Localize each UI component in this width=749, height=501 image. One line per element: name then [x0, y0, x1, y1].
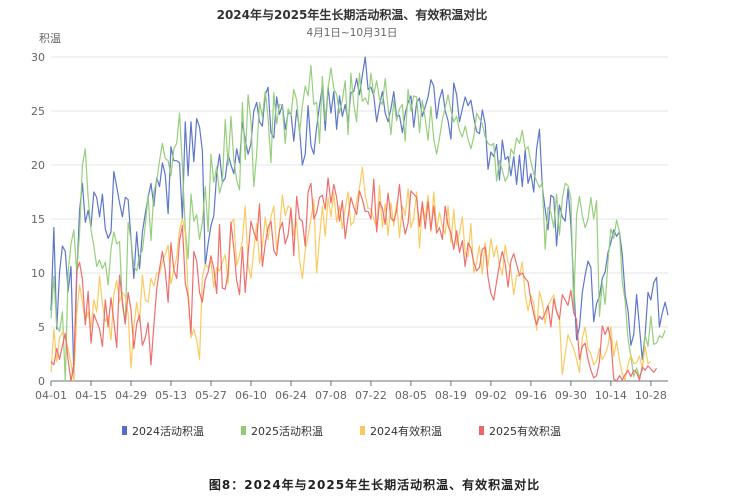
chart-subtitle: 4月1日~10月31日 — [307, 27, 398, 39]
series-line-4 — [50, 177, 658, 382]
legend-label: 2025活动积温 — [251, 425, 323, 438]
legend-item-3[interactable]: 2024有效积温 — [360, 424, 442, 438]
y-tick-label: 0 — [38, 375, 45, 388]
chart-title: 2024年与2025年生长期活动积温、有效积温对比 — [217, 7, 488, 22]
legend-swatch — [360, 426, 365, 435]
x-tick-label: 08-19 — [435, 389, 467, 402]
series-line-1 — [50, 56, 669, 377]
legend-label: 2024活动积温 — [132, 425, 204, 438]
y-tick-label: 5 — [38, 321, 45, 334]
x-tick-label: 10-14 — [595, 389, 627, 402]
y-tick-label: 20 — [31, 159, 45, 172]
x-tick-label: 06-10 — [235, 389, 267, 402]
figure-caption: 图8：2024年与2025年生长期活动积温、有效积温对比 — [208, 478, 541, 492]
legend-item-4[interactable]: 2025有效积温 — [479, 424, 561, 438]
x-tick-label: 09-16 — [515, 389, 547, 402]
series-line-2 — [50, 65, 666, 382]
series-lines — [50, 56, 669, 382]
x-tick-label: 07-08 — [315, 389, 347, 402]
x-tick-label: 05-27 — [195, 389, 227, 402]
legend-item-2[interactable]: 2025活动积温 — [241, 425, 323, 438]
x-tick-label: 08-05 — [395, 389, 427, 402]
y-axis-ticks: 0 5 10 15 20 25 30 — [31, 51, 45, 388]
x-tick-label: 04-29 — [115, 389, 147, 402]
line-chart: 2024年与2025年生长期活动积温、有效积温对比 4月1日~10月31日 积温… — [31, 7, 669, 438]
y-axis-name: 积温 — [39, 32, 61, 45]
x-tick-label: 04-15 — [75, 389, 107, 402]
y-tick-label: 10 — [31, 267, 45, 280]
y-tick-label: 30 — [31, 51, 45, 64]
legend-swatch — [241, 426, 246, 435]
x-tick-label: 06-24 — [275, 389, 307, 402]
x-tick-label: 09-30 — [555, 389, 587, 402]
x-tick-label: 07-22 — [355, 389, 387, 402]
grid — [51, 56, 668, 328]
x-tick-label: 05-13 — [155, 389, 187, 402]
y-tick-label: 15 — [31, 213, 45, 226]
y-tick-label: 25 — [31, 105, 45, 118]
x-tick-label: 09-02 — [475, 389, 507, 402]
legend-item-1[interactable]: 2024活动积温 — [122, 425, 204, 438]
legend[interactable]: 2024活动积温 2025活动积温 2024有效积温 2025有效积温 — [122, 424, 561, 438]
x-tick-label: 10-28 — [635, 389, 667, 402]
legend-label: 2024有效积温 — [370, 424, 442, 438]
x-axis: 04-01 04-15 04-29 05-13 05-27 06-10 06-24 07-08… — [35, 380, 668, 402]
legend-swatch — [122, 426, 127, 435]
legend-label: 2025有效积温 — [489, 424, 561, 438]
legend-swatch — [479, 426, 484, 435]
x-tick-label: 04-01 — [35, 389, 67, 402]
series-line-3 — [50, 166, 652, 382]
